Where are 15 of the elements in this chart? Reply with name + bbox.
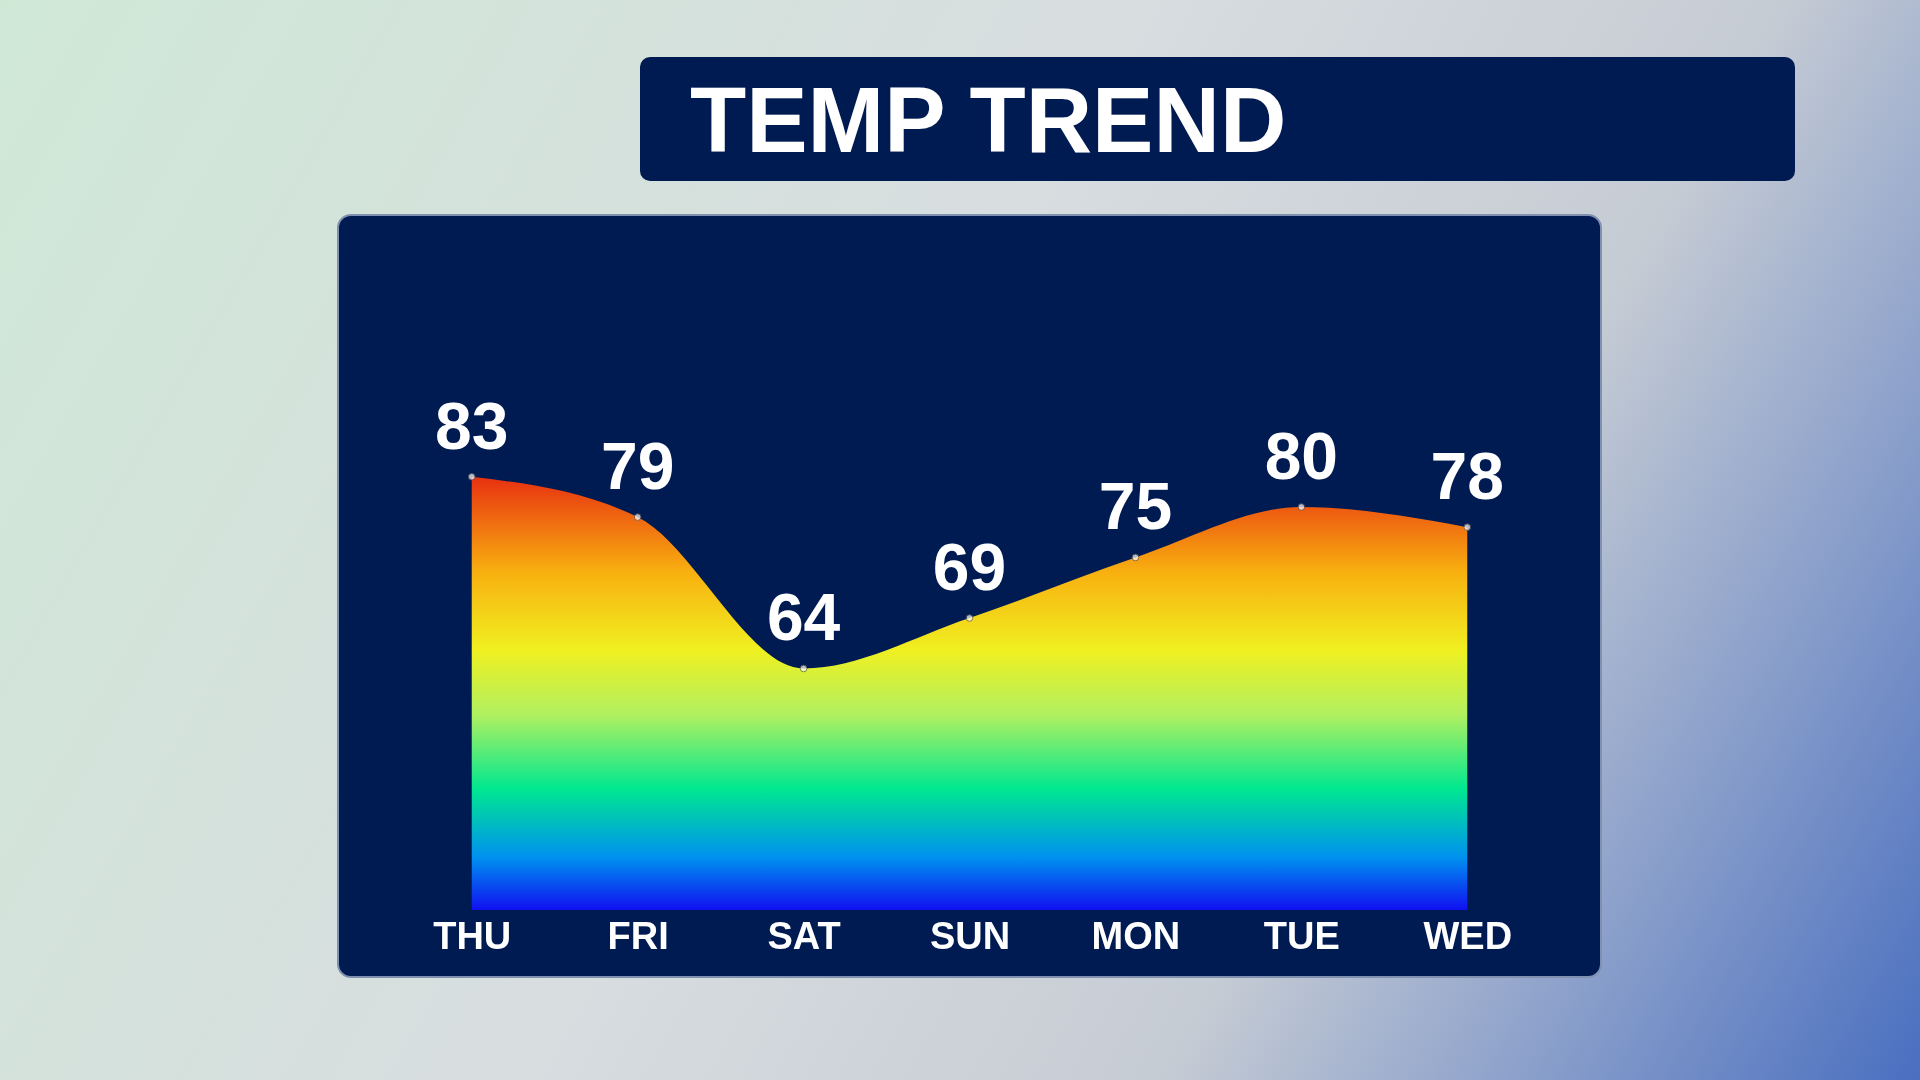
x-tick-label: MON bbox=[1091, 914, 1181, 957]
x-tick-label: SAT bbox=[767, 914, 841, 957]
x-tick-label: FRI bbox=[607, 914, 669, 957]
data-label: 69 bbox=[932, 529, 1007, 604]
x-tick-label: WED bbox=[1423, 914, 1513, 957]
x-tick-label: SUN bbox=[929, 914, 1011, 957]
x-tick-label: THU bbox=[433, 914, 512, 957]
data-label: 80 bbox=[1264, 419, 1339, 493]
x-tick-label: TUE bbox=[1263, 914, 1340, 957]
data-label: 83 bbox=[435, 388, 509, 463]
chart-title: TEMP TREND bbox=[690, 69, 1287, 171]
data-label: 78 bbox=[1430, 439, 1504, 514]
data-label: 75 bbox=[1098, 469, 1173, 544]
data-label: 79 bbox=[600, 429, 675, 504]
data-label: 64 bbox=[766, 580, 841, 655]
